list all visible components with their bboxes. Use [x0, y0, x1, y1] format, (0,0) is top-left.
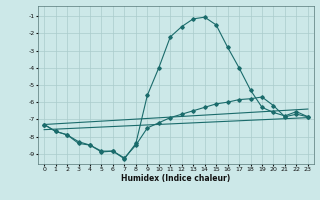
X-axis label: Humidex (Indice chaleur): Humidex (Indice chaleur): [121, 174, 231, 183]
